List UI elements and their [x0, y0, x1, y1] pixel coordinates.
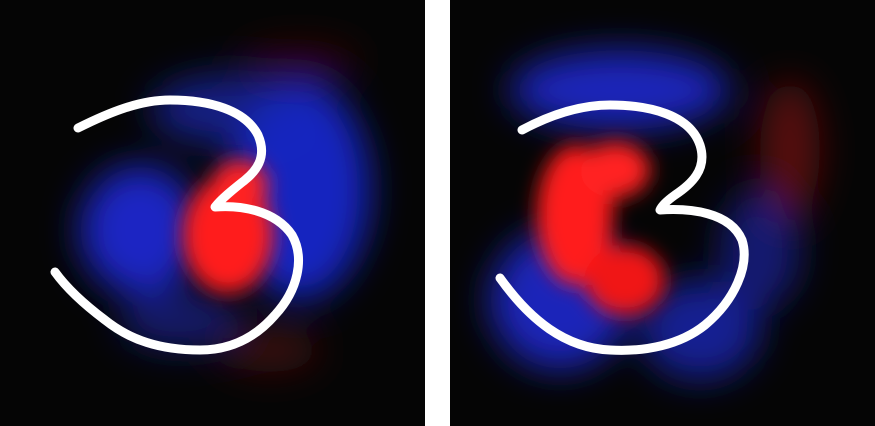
digit-stroke: [50, 95, 303, 355]
left-heatmap: [80, 42, 370, 372]
left-panel: [0, 0, 425, 426]
right-panel: [450, 0, 875, 426]
digit-stroke: [495, 100, 749, 355]
